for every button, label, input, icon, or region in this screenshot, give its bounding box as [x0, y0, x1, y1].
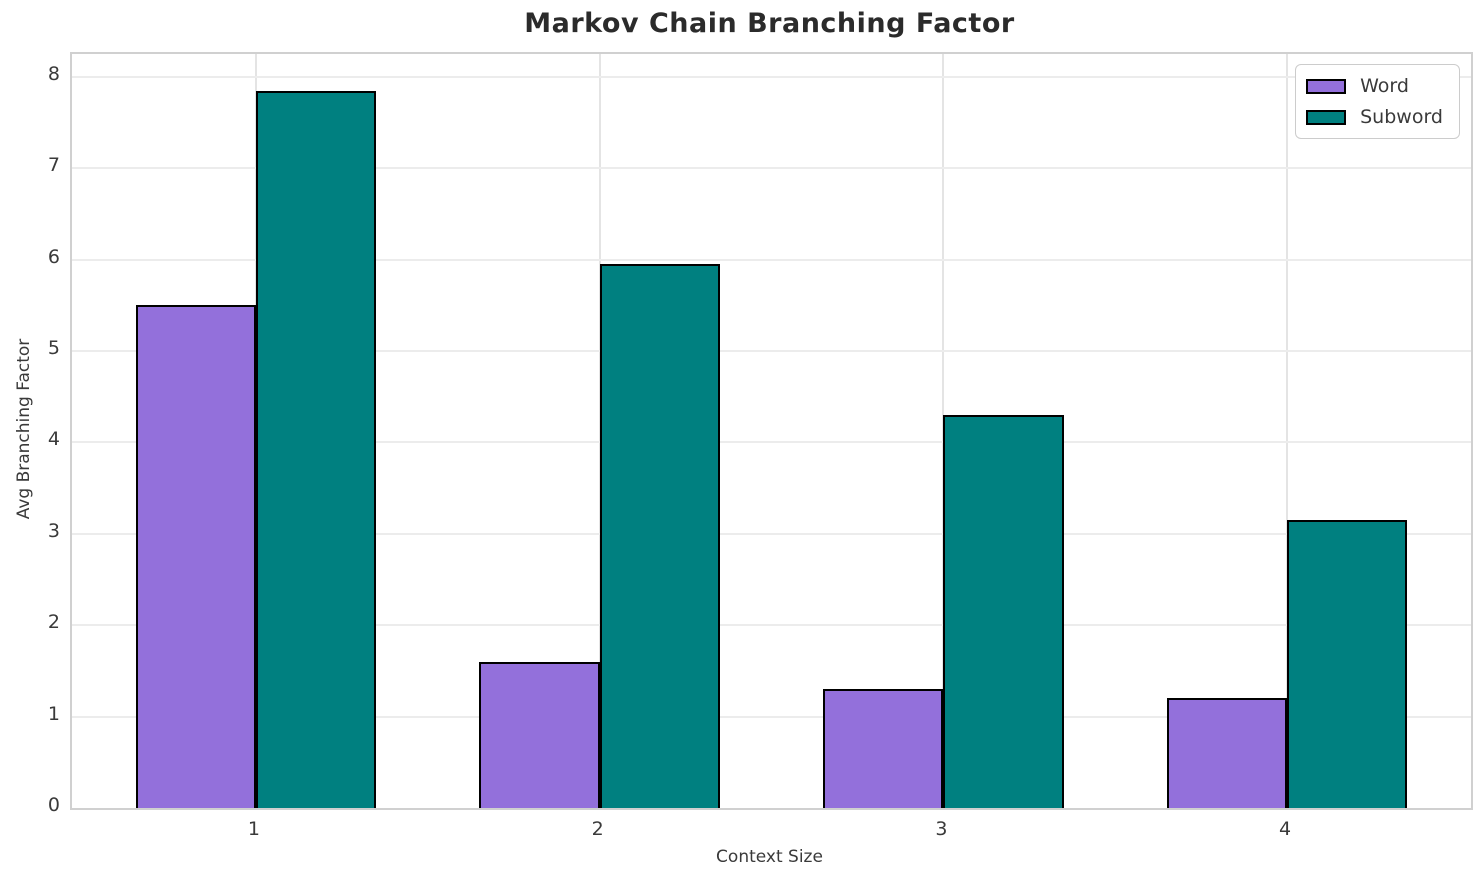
bar-subword-2	[599, 264, 720, 808]
y-tick-label-7: 7	[47, 154, 60, 177]
bar-word-3	[823, 689, 944, 808]
y-tick-label-4: 4	[47, 428, 60, 451]
legend: Word Subword	[1295, 64, 1460, 139]
bar-subword-3	[943, 415, 1064, 808]
bar-word-2	[479, 661, 600, 808]
bar-subword-4	[1287, 520, 1408, 808]
x-tick-label-2: 2	[591, 818, 604, 840]
y-tick-label-8: 8	[47, 62, 60, 85]
bar-word-1	[135, 305, 256, 808]
gridline-y-2	[72, 624, 1471, 627]
x-tick-label-1: 1	[247, 818, 260, 840]
chart-title: Markov Chain Branching Factor	[524, 8, 1015, 39]
bar-subword-1	[255, 90, 377, 808]
gridline-y-4	[72, 441, 1471, 444]
y-tick-label-0: 0	[47, 794, 60, 816]
x-tick-label-3: 3	[935, 818, 948, 840]
legend-swatch-word-icon	[1306, 78, 1347, 94]
gridline-y-8	[72, 75, 1471, 78]
plot-area: Word Subword	[70, 52, 1473, 810]
x-axis-label: Context Size	[716, 847, 823, 867]
y-tick-label-2: 2	[47, 611, 60, 634]
legend-item-subword: Subword	[1306, 106, 1443, 128]
y-tick-label-5: 5	[47, 337, 60, 360]
gridline-y-3	[72, 532, 1471, 535]
gridline-y-5	[72, 350, 1471, 353]
gridline-y-7	[72, 167, 1471, 170]
legend-item-word: Word	[1306, 75, 1443, 97]
x-tick-label-4: 4	[1279, 818, 1292, 840]
gridline-y-6	[72, 258, 1471, 261]
y-tick-label-1: 1	[47, 702, 60, 725]
y-tick-label-6: 6	[47, 245, 60, 268]
y-axis-label: Avg Branching Factor	[14, 338, 34, 520]
bar-word-4	[1166, 698, 1288, 808]
legend-label-word: Word	[1360, 75, 1409, 97]
legend-swatch-subword-icon	[1306, 109, 1347, 125]
y-tick-label-3: 3	[47, 519, 60, 542]
gridline-y-1	[72, 715, 1471, 718]
gridline-x-4	[1286, 54, 1289, 808]
legend-label-subword: Subword	[1360, 106, 1443, 128]
